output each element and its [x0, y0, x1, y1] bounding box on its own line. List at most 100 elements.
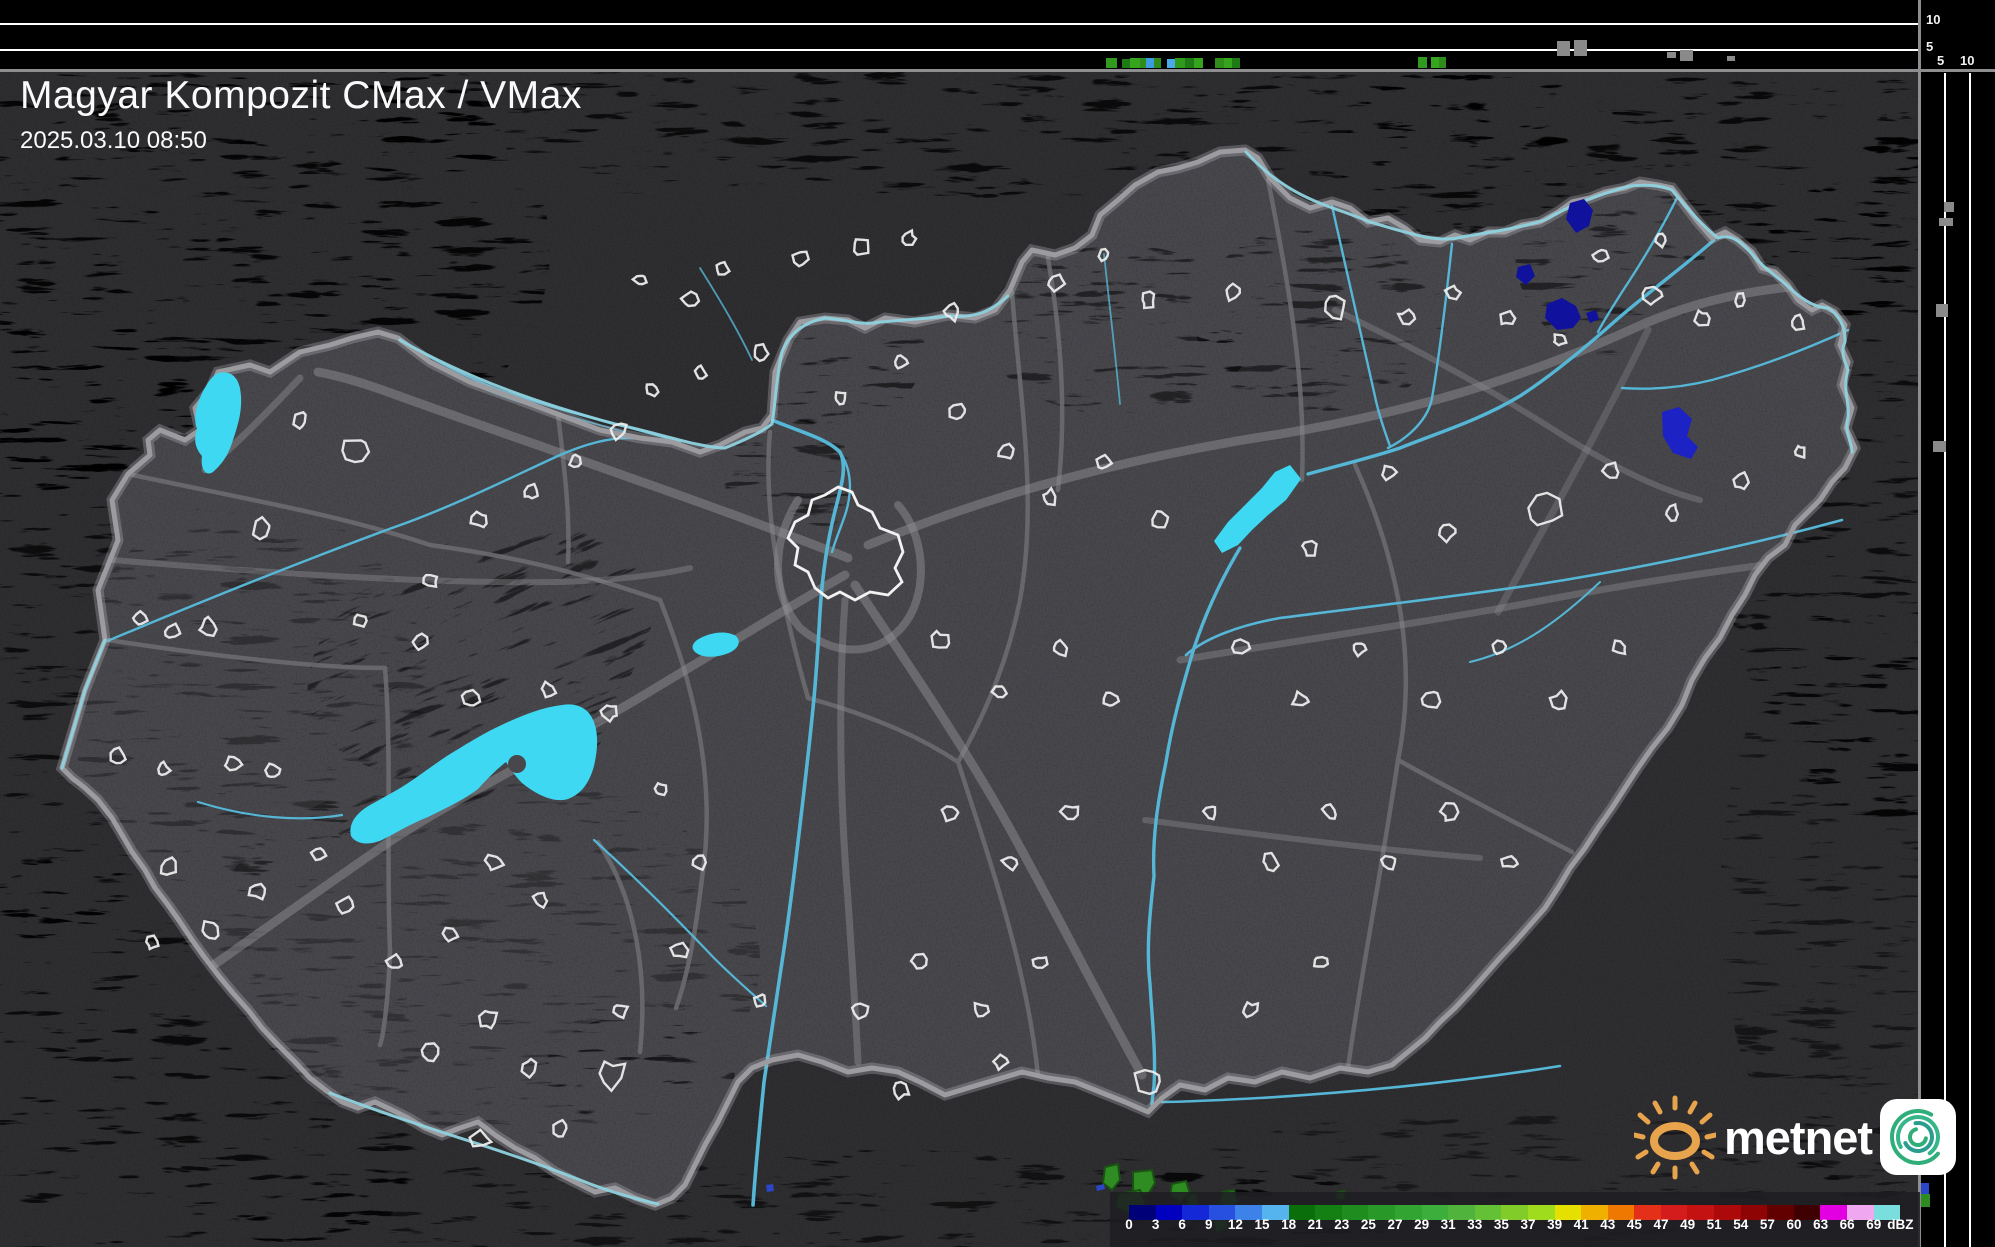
dbz-cell [1235, 1205, 1262, 1220]
lake-tisza [1214, 465, 1301, 553]
dbz-cell [1527, 1205, 1555, 1220]
right-profile-histogram-mark [1939, 218, 1953, 226]
dbz-cell [1448, 1205, 1475, 1220]
town-outline [1230, 638, 1252, 655]
town-outline [1225, 282, 1242, 303]
dbz-cell [1607, 1205, 1635, 1220]
town-outline [753, 342, 770, 363]
dbz-cell [1820, 1205, 1848, 1220]
top-profile-histogram-mark [1122, 59, 1130, 68]
dbz-tick-label: 23 [1334, 1217, 1350, 1232]
top-profile-histogram-mark [1727, 56, 1735, 61]
town-outline [1352, 642, 1368, 658]
radar-echo-navy [1545, 298, 1581, 330]
dbz-cell [1208, 1205, 1236, 1220]
town-outline [420, 1042, 440, 1063]
town-outline [1133, 1068, 1161, 1096]
dbz-cell [1394, 1205, 1422, 1220]
town-outline [1262, 851, 1281, 873]
dbz-cell [1793, 1205, 1821, 1220]
town-outline [691, 854, 708, 872]
town-outline [334, 895, 355, 915]
town-outline [1097, 247, 1110, 263]
town-outline [483, 853, 506, 872]
dbz-cell [1474, 1205, 1502, 1220]
dbz-tick-label: 27 [1387, 1217, 1403, 1232]
town-outline [251, 515, 271, 541]
dbz-cell [1714, 1205, 1741, 1220]
town-outline [1499, 309, 1517, 326]
right-axis-tick-5: 5 [1937, 53, 1945, 68]
dbz-scale-panel: 0 3 6 9 12 15 18 21 23 25 27 29 31 33 35 37 39 41 43 45 47 49… [1110, 1192, 1920, 1247]
top-profile-histogram-mark [1140, 58, 1146, 68]
county-borders [105, 177, 1652, 1079]
top-profile-histogram-mark [1106, 58, 1117, 68]
town-outline [247, 882, 267, 901]
dbz-cell [1581, 1205, 1608, 1220]
town-outline [1732, 470, 1751, 491]
town-outline [752, 993, 767, 1008]
dbz-cell [1182, 1205, 1209, 1220]
town-outline [1300, 539, 1318, 557]
town-outline [852, 238, 870, 256]
dbz-cell [1501, 1205, 1528, 1220]
lakes [195, 372, 1301, 844]
town-outline [1095, 453, 1114, 470]
dbz-tick-label: 41 [1573, 1217, 1589, 1232]
border-rivers [60, 150, 1854, 1206]
town-outline [1290, 689, 1311, 707]
top-profile-histogram-mark [1574, 40, 1587, 56]
town-outline [468, 1128, 494, 1148]
dbz-tick-label: 21 [1307, 1217, 1323, 1232]
town-outline [552, 1118, 568, 1138]
right-profile-panel [1920, 0, 1995, 1247]
dbz-tick-label: 33 [1467, 1217, 1483, 1232]
dbz-cell [1740, 1205, 1768, 1220]
town-outline [645, 383, 660, 398]
dbz-tick-label: 18 [1281, 1217, 1297, 1232]
town-outline [1734, 292, 1746, 309]
town-outline [834, 390, 847, 406]
town-outline [352, 613, 368, 629]
dbz-cell [1660, 1205, 1688, 1220]
town-outline [411, 632, 429, 652]
terrain-grain [0, 71, 1919, 1247]
town-outline [893, 354, 910, 370]
town-outline [630, 274, 649, 286]
town-outline [715, 260, 732, 276]
town-outline [523, 482, 540, 500]
town-outline [999, 856, 1019, 872]
right-axis-baseline [1918, 0, 1921, 1247]
town-outline [1241, 1000, 1260, 1019]
metnet-logo[interactable]: metnet [1634, 1094, 1957, 1180]
town-outline [1141, 290, 1156, 310]
dbz-cell [1155, 1205, 1183, 1220]
town-outline [477, 1009, 499, 1030]
dbz-cell [1288, 1205, 1316, 1220]
dbz-cell [1261, 1205, 1289, 1220]
town-outline [197, 615, 218, 638]
town-outline [1420, 690, 1442, 709]
radar-echo-bright [1662, 407, 1698, 459]
dbz-tick-label: 47 [1653, 1217, 1669, 1232]
top-gridline-5 [0, 49, 1919, 51]
town-outline [384, 952, 404, 969]
radar-echo-green [1101, 1162, 1122, 1192]
lake-velence [692, 632, 739, 657]
town-outline [1058, 804, 1080, 821]
dbz-tick-label: dBZ [1887, 1217, 1914, 1232]
town-outline [1664, 502, 1680, 523]
dbz-tick-label: 35 [1493, 1217, 1509, 1232]
budapest-outline [786, 485, 905, 602]
top-profile-histogram-mark [1224, 58, 1232, 68]
dbz-cell [1368, 1205, 1395, 1220]
dbz-tick-label: 45 [1626, 1217, 1642, 1232]
top-profile-histogram-mark [1154, 58, 1161, 68]
town-outline [1151, 510, 1170, 529]
town-outline [223, 755, 244, 772]
dbz-tick-label: 69 [1866, 1217, 1882, 1232]
town-outlines [109, 228, 1806, 1148]
town-outline [1600, 461, 1620, 479]
